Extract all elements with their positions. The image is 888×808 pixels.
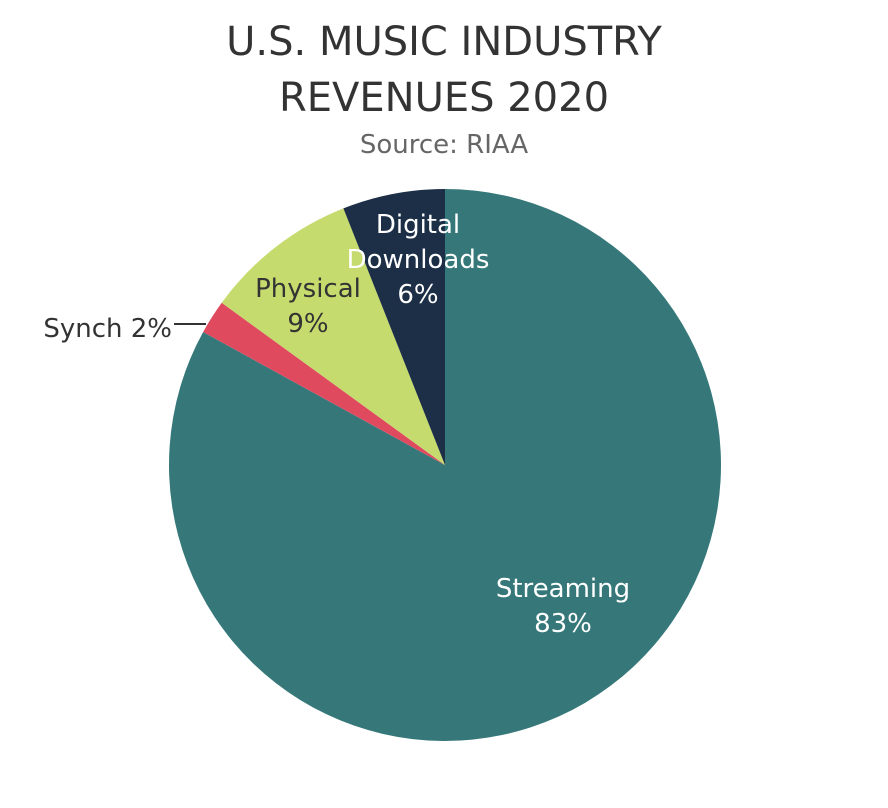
pie-slice bbox=[221, 208, 445, 465]
pie-slice bbox=[203, 302, 445, 465]
value-label: 6% bbox=[397, 280, 439, 310]
category-label: Synch bbox=[43, 314, 123, 344]
pie-slice bbox=[168, 189, 721, 742]
slice-label: Physical 9% bbox=[228, 272, 388, 342]
slice-label: Streaming 83% bbox=[463, 572, 663, 642]
category-label: Physical bbox=[255, 274, 361, 304]
value-label: 9% bbox=[287, 309, 329, 339]
category-label: Digital Downloads bbox=[346, 210, 490, 275]
pie-slice bbox=[343, 189, 445, 465]
slice-label: Digital Downloads 6% bbox=[338, 208, 498, 313]
slice-label: Synch 2% bbox=[10, 312, 172, 347]
chart-title: U.S. MUSIC INDUSTRY REVENUES 2020 bbox=[226, 19, 662, 121]
category-label: Streaming bbox=[495, 574, 631, 604]
value-label: 83% bbox=[534, 609, 592, 639]
value-label: 2% bbox=[130, 314, 172, 344]
chart-subtitle: Source: RIAA bbox=[359, 130, 529, 160]
